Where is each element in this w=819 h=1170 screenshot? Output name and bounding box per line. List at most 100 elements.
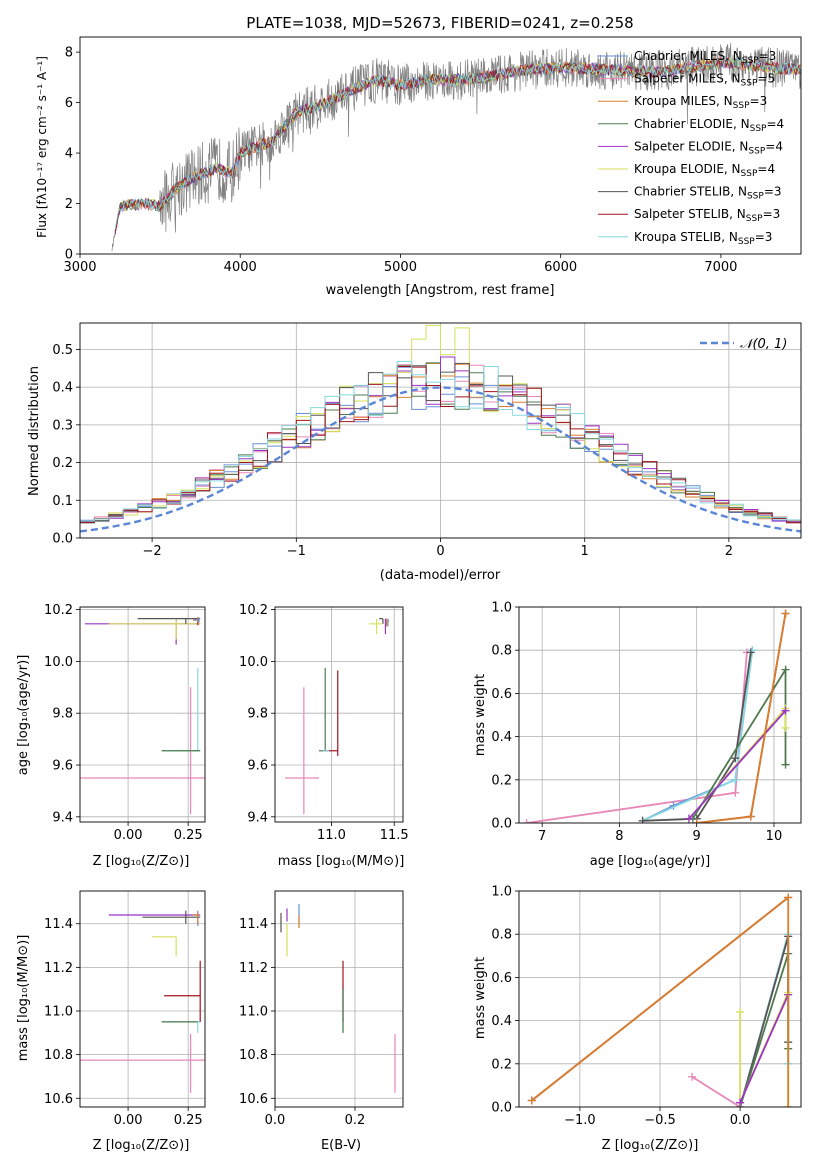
- x-tick-label: 0.25: [174, 828, 203, 843]
- z-mass-xlabel: Z [log₁₀(Z/Z⊙)]: [93, 1138, 190, 1153]
- histogram-ylabel: Normed distribution: [27, 366, 42, 496]
- mass-age-panel: 11.0 11.5 9.4 9.6 9.8 10.0 10.2: [239, 603, 409, 843]
- y-tick-label: 0.2: [491, 773, 512, 788]
- legend-label: Chabrier MILES, NSSP=3: [634, 49, 776, 66]
- y-tick-label: 10.8: [239, 1048, 268, 1063]
- x-tick-label: 3000: [63, 260, 96, 275]
- axes-frame: [79, 36, 802, 255]
- legend-label: Chabrier STELIB, NSSP=3: [634, 185, 782, 202]
- y-tick-label: 4: [65, 147, 73, 162]
- x-tick-label: 0.00: [114, 828, 143, 843]
- weight-point-marker: [688, 1072, 697, 1081]
- model-spectrum-line: [114, 56, 801, 233]
- legend-count: =4: [765, 139, 783, 153]
- y-tick-label: 9.8: [247, 707, 268, 722]
- legend-subscript: SSP: [750, 124, 767, 134]
- legend-subscript: SSP: [746, 214, 763, 224]
- weight-point-marker: [731, 775, 740, 784]
- x-tick-label: −1.0: [564, 1113, 596, 1128]
- age_vs_weight-plot-area: [519, 607, 801, 823]
- x-tick-label: 0.0: [730, 1113, 751, 1128]
- y-tick-label: 0.8: [491, 928, 512, 943]
- y-tick-label: 0.4: [491, 730, 512, 745]
- y-tick-label: 10.2: [239, 603, 268, 618]
- legend-count: =3: [755, 230, 773, 244]
- x-tick-label: 0.0: [265, 1113, 286, 1128]
- mass-age-xlabel: mass [log₁₀(M/M⊙)]: [278, 854, 405, 869]
- z-age-xlabel: Z [log₁₀(Z/Z⊙)]: [93, 854, 190, 869]
- axes-frame: [79, 322, 802, 539]
- weight-series-line: [526, 652, 748, 823]
- weight-point-marker: [746, 648, 755, 657]
- weight-point-marker: [638, 816, 647, 823]
- z-weight-ylabel: mass weight: [473, 957, 488, 1039]
- legend-count: =3: [764, 185, 782, 199]
- weight-point-marker: [781, 609, 790, 618]
- histogram-xlabel: (data-model)/error: [380, 568, 501, 583]
- legend-label: Kroupa ELODIE, NSSP=4: [634, 162, 775, 179]
- x-tick-label: 0.2: [345, 1113, 366, 1128]
- legend-label: Salpeter ELODIE, NSSP=4: [634, 139, 783, 156]
- weight-point-marker: [746, 812, 755, 821]
- axes-frame: [518, 890, 802, 1108]
- z-mass-ylabel: mass [log₁₀(M/M⊙)]: [16, 935, 31, 1062]
- y-tick-label: 0.4: [491, 1014, 512, 1029]
- axes-frame: [79, 890, 206, 1108]
- y-tick-label: 8: [65, 46, 73, 61]
- y-tick-label: 9.6: [52, 759, 73, 774]
- legend-label: Kroupa STELIB, NSSP=3: [634, 230, 772, 247]
- x-tick-label: 5000: [384, 260, 417, 275]
- y-tick-label: 2: [65, 197, 73, 212]
- x-tick-label: 1: [581, 544, 589, 559]
- age-weight-xlabel: age [log₁₀(age/yr)]: [590, 854, 711, 869]
- weight-point-marker: [781, 665, 790, 674]
- x-tick-label: 9: [693, 829, 701, 844]
- y-tick-label: 10.6: [239, 1092, 268, 1107]
- y-tick-label: 0.0: [491, 817, 512, 832]
- y-tick-label: 0.4: [52, 381, 73, 396]
- y-tick-label: 11.2: [44, 961, 73, 976]
- y-tick-label: 11.4: [239, 917, 268, 932]
- weight-point-marker: [731, 788, 740, 797]
- y-tick-label: 0.2: [491, 1057, 512, 1072]
- x-tick-label: −0.5: [644, 1113, 676, 1128]
- legend-label: Chabrier ELODIE, NSSP=4: [634, 117, 784, 134]
- legend-subscript: SSP: [741, 79, 758, 89]
- ebv_vs_mass-plot-area: [275, 891, 403, 1107]
- z_vs_age-plot-area: [80, 607, 205, 822]
- x-tick-label: 0.00: [114, 1113, 143, 1128]
- spectrum-ylabel: Flux [fλ10⁻¹⁷ erg cm⁻² s⁻¹ A⁻¹]: [35, 56, 49, 238]
- gaussian-curve: [80, 386, 801, 533]
- y-tick-label: 0.6: [491, 971, 512, 986]
- y-tick-label: 1.0: [491, 601, 512, 616]
- z_vs_mass-plot-area: [80, 891, 205, 1107]
- y-tick-label: 10.0: [239, 655, 268, 670]
- residual_histogram-plot-area: [80, 323, 801, 538]
- histogram-step: [80, 360, 801, 538]
- figure-title: PLATE=1038, MJD=52673, FIBERID=0241, z=0…: [246, 14, 633, 32]
- legend-count: =5: [757, 72, 775, 86]
- weight-point-marker: [527, 1096, 536, 1105]
- x-tick-label: 10: [766, 829, 783, 844]
- y-tick-label: 11.2: [239, 961, 268, 976]
- legend-label: Kroupa MILES, NSSP=3: [634, 94, 767, 111]
- x-tick-label: 7000: [704, 260, 737, 275]
- ebv-xlabel: E(B-V): [321, 1138, 361, 1153]
- y-tick-label: 10.0: [44, 655, 73, 670]
- legend-subscript: SSP: [748, 146, 765, 156]
- legend-subscript: SSP: [742, 56, 759, 66]
- z_vs_weight-plot-area: [519, 891, 801, 1107]
- spectrum-legend: Chabrier MILES, NSSP=3 Salpeter MILES, NS…: [598, 49, 784, 247]
- mass_vs_age-plot-area: [275, 607, 403, 822]
- legend-count: =4: [766, 117, 784, 131]
- x-tick-label: 8: [615, 829, 623, 844]
- weight-point-marker: [736, 1007, 745, 1016]
- weight-point-marker: [522, 819, 531, 823]
- weight-point-marker: [784, 893, 793, 902]
- age-weight-ylabel: mass weight: [473, 674, 488, 756]
- x-tick-label: 0: [436, 544, 444, 559]
- x-tick-label: 11.5: [380, 828, 409, 843]
- gauss-legend-label: 𝒩(0, 1): [740, 337, 787, 352]
- legend-count: =3: [750, 94, 768, 108]
